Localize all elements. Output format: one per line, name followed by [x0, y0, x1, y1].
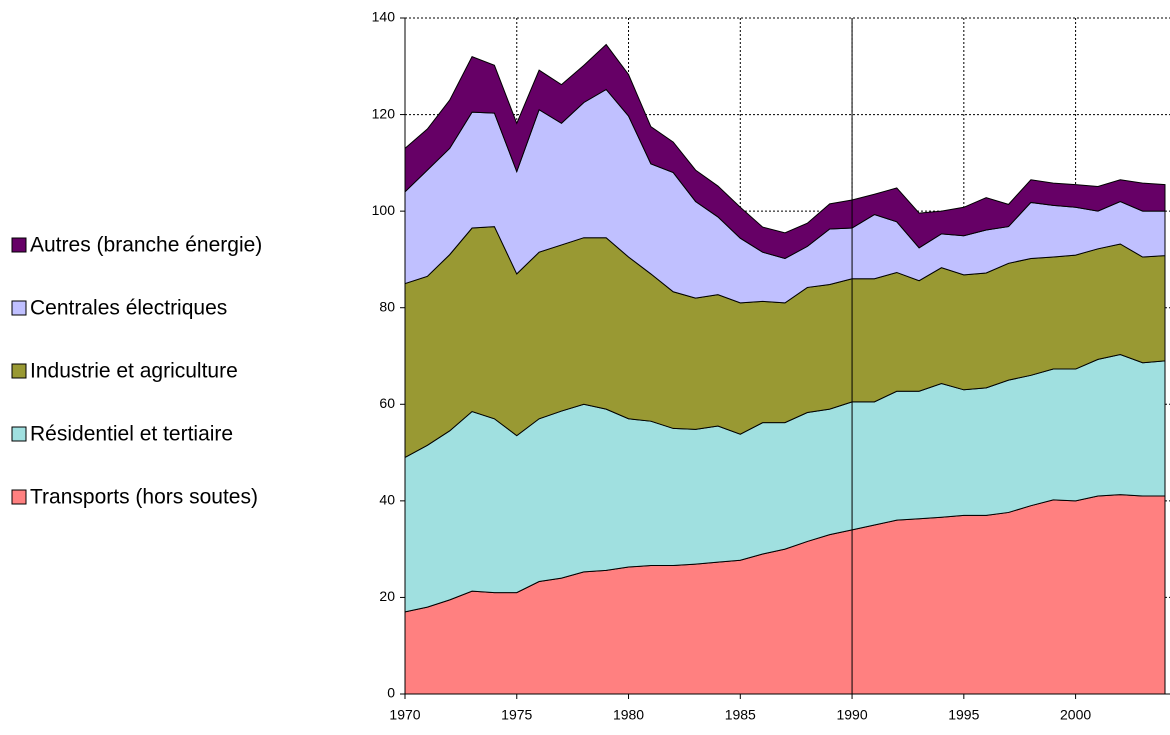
x-tick-label: 1990 — [836, 707, 867, 723]
legend-label: Résidentiel et tertiaire — [30, 423, 233, 446]
area — [404, 43, 1166, 259]
legend-swatch — [11, 426, 27, 442]
x-tick-label: 2000 — [1060, 707, 1091, 723]
y-tick-label: 40 — [379, 492, 395, 508]
x-tick-label: 1970 — [389, 707, 420, 723]
legend-label: Autres (branche énergie) — [30, 234, 262, 257]
legend-label: Centrales électriques — [30, 297, 227, 320]
legend-swatch — [11, 237, 27, 253]
y-tick-label: 140 — [372, 9, 396, 25]
y-tick-label: 0 — [387, 685, 395, 701]
y-tick-label: 120 — [372, 105, 396, 121]
legend-label: Industrie et agriculture — [30, 360, 238, 383]
y-tick-label: 20 — [379, 588, 395, 604]
y-tick-label: 100 — [372, 202, 396, 218]
legend-swatch — [11, 363, 27, 379]
legend-swatch — [11, 489, 27, 505]
x-tick-label: 1995 — [948, 707, 979, 723]
y-tick-label: 60 — [379, 395, 395, 411]
legend-swatch — [11, 300, 27, 316]
x-tick-label: 1975 — [501, 707, 532, 723]
x-tick-label: 1980 — [613, 707, 644, 723]
legend-label: Transports (hors soutes) — [30, 486, 258, 509]
y-tick-label: 80 — [379, 298, 395, 314]
x-tick-label: 1985 — [725, 707, 756, 723]
